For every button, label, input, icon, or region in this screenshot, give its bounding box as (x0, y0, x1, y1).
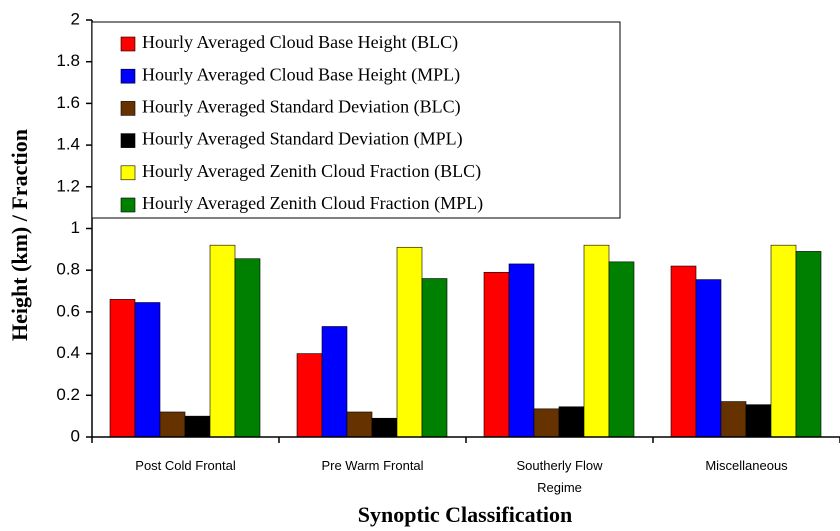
bar (209, 244, 236, 438)
y-tick-label: 0.8 (56, 260, 80, 279)
bar (371, 417, 398, 438)
legend-label: Hourly Averaged Standard Deviation (BLC) (142, 97, 461, 118)
bar (508, 263, 535, 438)
bar (421, 278, 448, 438)
y-tick-label: 0.2 (56, 385, 80, 404)
x-tick-label: Miscellaneous (705, 458, 788, 473)
legend-swatch (120, 197, 136, 213)
bar (109, 299, 136, 438)
bar (770, 244, 797, 438)
bar (608, 261, 635, 438)
bar (745, 404, 772, 438)
y-tick-label: 2 (71, 9, 80, 28)
legend-label: Hourly Averaged Zenith Cloud Fraction (B… (142, 161, 481, 182)
y-axis-title: Height (km) / Fraction (7, 129, 32, 341)
legend-swatch (120, 101, 136, 116)
y-tick-label: 0 (71, 426, 80, 445)
bar (396, 246, 423, 438)
bar (134, 302, 161, 438)
y-tick-label: 1 (71, 218, 80, 237)
y-tick-label: 1.6 (56, 93, 80, 112)
bar (695, 279, 722, 438)
y-tick-label: 1.2 (56, 176, 80, 195)
legend-swatch (120, 165, 136, 181)
bar (346, 411, 373, 438)
legend-label: Hourly Averaged Cloud Base Height (MPL) (142, 64, 460, 85)
y-tick-label: 1.8 (56, 51, 80, 70)
y-tick-label: 1.4 (56, 135, 80, 154)
legend-swatch (120, 133, 136, 148)
bar (159, 411, 186, 438)
bar (670, 265, 697, 438)
y-tick-label: 0.6 (56, 301, 80, 320)
x-tick-label: Pre Warm Frontal (321, 458, 424, 473)
bar (296, 353, 323, 438)
y-tick-label: 0.4 (56, 343, 80, 362)
legend-box (91, 21, 621, 219)
legend-label: Hourly Averaged Cloud Base Height (BLC) (142, 32, 458, 53)
legend-swatch (120, 36, 136, 52)
legend-swatch (120, 68, 136, 84)
bar (795, 251, 822, 438)
bar (184, 415, 211, 438)
bar (720, 401, 747, 438)
bar (558, 406, 585, 438)
x-tick-label: Southerly Flow Regime (516, 458, 603, 495)
bar (533, 408, 560, 438)
bar (321, 326, 348, 438)
x-axis-title: Synoptic Classification (358, 502, 573, 527)
bar (583, 244, 610, 438)
x-tick-label: Post Cold Frontal (135, 458, 236, 473)
legend-label: Hourly Averaged Zenith Cloud Fraction (M… (142, 193, 483, 214)
bar (234, 258, 261, 438)
bar (483, 271, 510, 438)
legend-label: Hourly Averaged Standard Deviation (MPL) (142, 129, 463, 150)
